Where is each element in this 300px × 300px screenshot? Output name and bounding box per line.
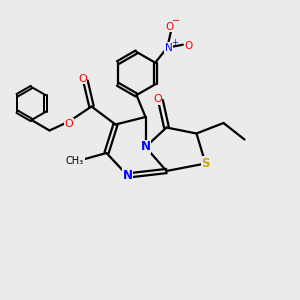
Text: O: O xyxy=(165,22,173,32)
Text: O: O xyxy=(184,41,192,51)
Text: O: O xyxy=(64,119,74,129)
Text: −: − xyxy=(172,16,180,26)
Text: CH₃: CH₃ xyxy=(66,155,84,166)
Text: O: O xyxy=(153,94,162,104)
Text: O: O xyxy=(78,74,87,84)
Text: N: N xyxy=(140,140,151,154)
Text: S: S xyxy=(201,157,210,170)
Text: +: + xyxy=(171,38,178,47)
Text: N: N xyxy=(122,169,133,182)
Text: N: N xyxy=(165,43,172,53)
